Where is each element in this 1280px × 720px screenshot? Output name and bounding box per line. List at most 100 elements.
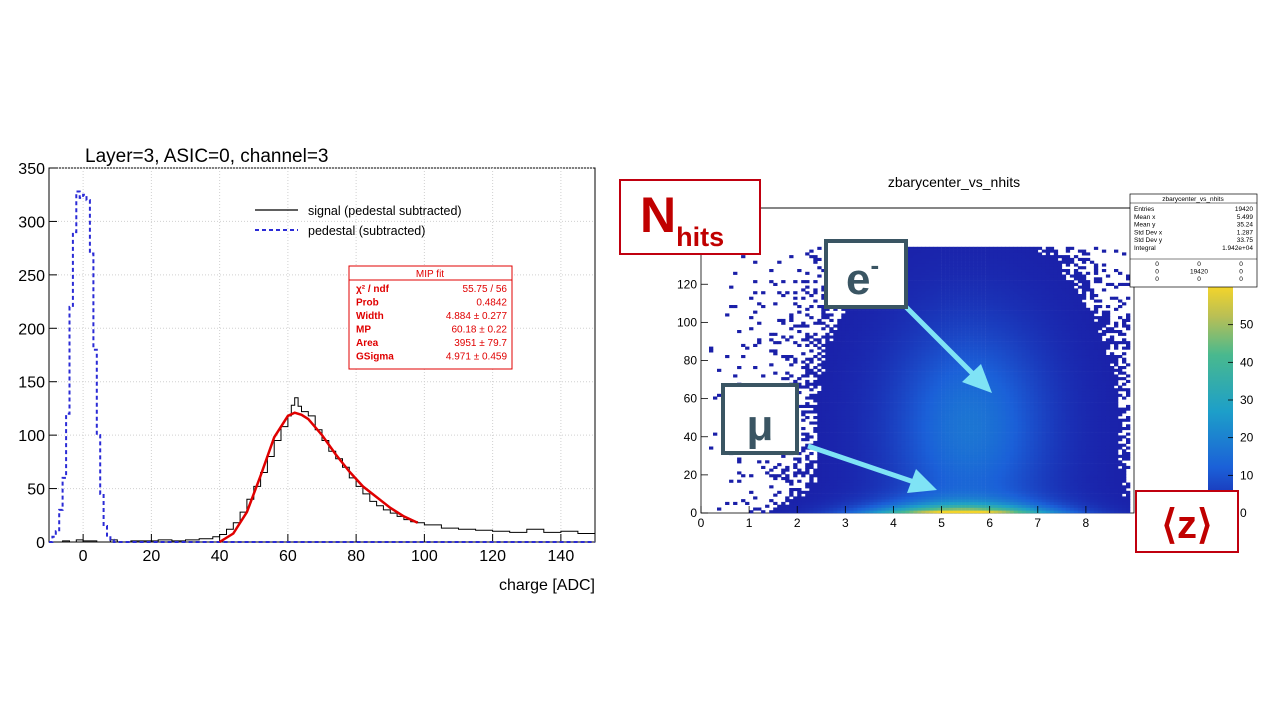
heatmap-cell [885, 393, 890, 397]
heatmap-cell [897, 499, 902, 503]
heatmap-cell [945, 371, 950, 375]
heatmap-cell [901, 385, 906, 389]
heatmap-cell [993, 438, 998, 442]
heatmap-cell [853, 318, 858, 322]
heatmap-cell [873, 421, 878, 425]
heatmap-cell [873, 418, 878, 422]
heatmap-cell [849, 313, 854, 317]
heatmap-cell [909, 438, 914, 442]
heatmap-cell [985, 407, 990, 411]
heatmap-cell [921, 421, 926, 425]
heatmap-cell [1009, 443, 1014, 447]
heatmap-cell [1001, 429, 1006, 433]
heatmap-cell [833, 391, 838, 395]
heatmap-cell [853, 496, 858, 500]
heatmap-cell [829, 463, 834, 467]
heatmap-cell [965, 432, 970, 436]
heatmap-cell [889, 452, 894, 456]
heatmap-cell [809, 410, 814, 414]
heatmap-cell [961, 349, 966, 353]
heatmap-cell [877, 446, 882, 450]
heatmap-cell [765, 504, 770, 508]
heatmap-cell [869, 330, 874, 334]
heatmap-cell [897, 440, 902, 444]
heatmap-cell [909, 352, 914, 356]
heatmap-cell [969, 255, 974, 259]
heatmap-cell [997, 269, 1002, 273]
heatmap-cell [905, 482, 910, 486]
heatmap-cell [861, 504, 866, 508]
heatmap-cell [985, 465, 990, 469]
heatmap-cell [901, 510, 906, 514]
heatmap-cell [937, 438, 942, 442]
heatmap-cell [977, 493, 982, 497]
heatmap-cell [881, 416, 886, 420]
heatmap-cell [997, 457, 1002, 461]
heatmap-cell [993, 368, 998, 372]
heatmap-cell [1005, 435, 1010, 439]
heatmap-cell [817, 363, 822, 367]
heatmap-cell [981, 341, 986, 345]
heatmap-cell [997, 449, 1002, 453]
heatmap-cell [757, 321, 762, 325]
heatmap-cell [909, 404, 914, 408]
heatmap-cell [845, 352, 850, 356]
heatmap-cell [833, 410, 838, 414]
heatmap-cell [997, 424, 1002, 428]
heatmap-cell [993, 416, 998, 420]
heatmap-cell [913, 294, 918, 298]
heatmap-cell [825, 424, 830, 428]
heatmap-cell [821, 410, 826, 414]
heatmap-cell [929, 471, 934, 475]
heatmap-cell [841, 355, 846, 359]
heatmap-cell [857, 504, 862, 508]
heatmap-cell [937, 277, 942, 281]
heatmap-cell [841, 338, 846, 342]
heatmap-cell [981, 435, 986, 439]
heatmap-cell [741, 499, 746, 503]
heatmap-cell [1001, 263, 1006, 267]
heatmap-cell [949, 507, 954, 511]
heatmap-cell [913, 357, 918, 361]
heatmap-cell [945, 313, 950, 317]
heatmap-cell [913, 352, 918, 356]
heatmap-cell [949, 374, 954, 378]
heatmap-cell [889, 477, 894, 481]
heatmap-cell [929, 335, 934, 339]
heatmap-cell [929, 291, 934, 295]
heatmap-cell [937, 285, 942, 289]
heatmap-cell [977, 302, 982, 306]
heatmap-cell [857, 474, 862, 478]
heatmap-cell [849, 510, 854, 514]
heatmap-cell [873, 435, 878, 439]
heatmap-cell [797, 324, 802, 328]
heatmap-cell [913, 374, 918, 378]
heatmap-cell [921, 418, 926, 422]
heatmap-cell [805, 291, 810, 295]
heatmap-cell [941, 252, 946, 256]
heatmap-cell [937, 352, 942, 356]
heatmap-cell [869, 377, 874, 381]
heatmap-cell [953, 443, 958, 447]
heatmap-cell [917, 330, 922, 334]
heatmap-cell [1009, 352, 1014, 356]
heatmap-cell [785, 468, 790, 472]
heatmap-cell [989, 346, 994, 350]
heatmap-cell [841, 316, 846, 320]
heatmap-cell [909, 305, 914, 309]
heatmap-cell [853, 379, 858, 383]
heatmap-cell [997, 332, 1002, 336]
heatmap-cell [993, 291, 998, 295]
heatmap-cell [913, 371, 918, 375]
heatmap-cell [905, 465, 910, 469]
heatmap-cell [961, 438, 966, 442]
heatmap-cell [861, 313, 866, 317]
heatmap-cell [1009, 410, 1014, 414]
heatmap-cell [949, 332, 954, 336]
heatmap-cell [921, 440, 926, 444]
heatmap-cell [905, 349, 910, 353]
heatmap-cell [993, 343, 998, 347]
heatmap-cell [861, 355, 866, 359]
heatmap-cell [965, 285, 970, 289]
heatmap-cell [849, 379, 854, 383]
